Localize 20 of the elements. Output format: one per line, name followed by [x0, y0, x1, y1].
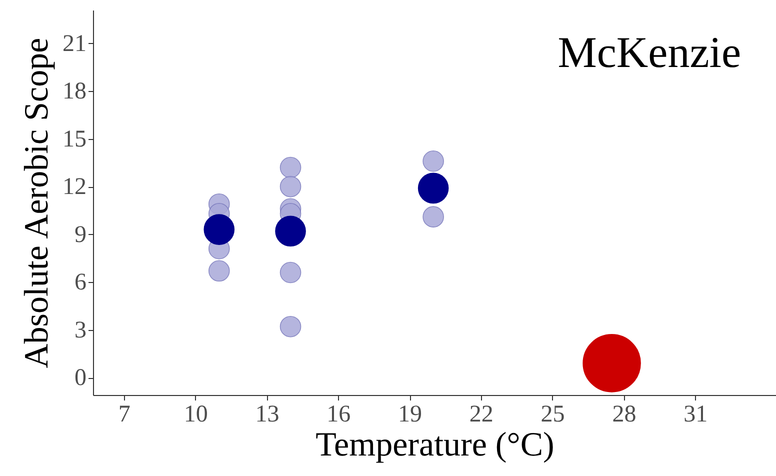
y-tick-label: 12 — [62, 174, 86, 200]
x-tick-label: 10 — [184, 402, 208, 428]
y-tick-label: 6 — [74, 270, 86, 296]
x-tick-label: 22 — [469, 402, 494, 428]
y-tick-label: 21 — [62, 30, 86, 57]
y-tick-label: 0 — [74, 365, 86, 391]
y-tick-label: 18 — [62, 78, 86, 105]
x-axis-title: Temperature (°C) — [316, 426, 554, 464]
x-tick-label: 28 — [612, 402, 636, 428]
x-tick-label: 13 — [255, 402, 280, 428]
annotation: McKenzie — [558, 28, 741, 77]
x-tick-label: 31 — [684, 402, 708, 428]
y-tick-label: 9 — [74, 222, 86, 248]
y-axis-title: Absolute Aerobic Scope — [18, 38, 56, 368]
y-tick-label: 3 — [74, 317, 86, 344]
y-tick-label: 15 — [62, 126, 86, 152]
x-tick-label: 16 — [326, 402, 351, 428]
x-tick-label: 19 — [398, 402, 422, 428]
x-tick-label: 25 — [540, 402, 565, 428]
x-tick-label: 7 — [118, 402, 130, 428]
